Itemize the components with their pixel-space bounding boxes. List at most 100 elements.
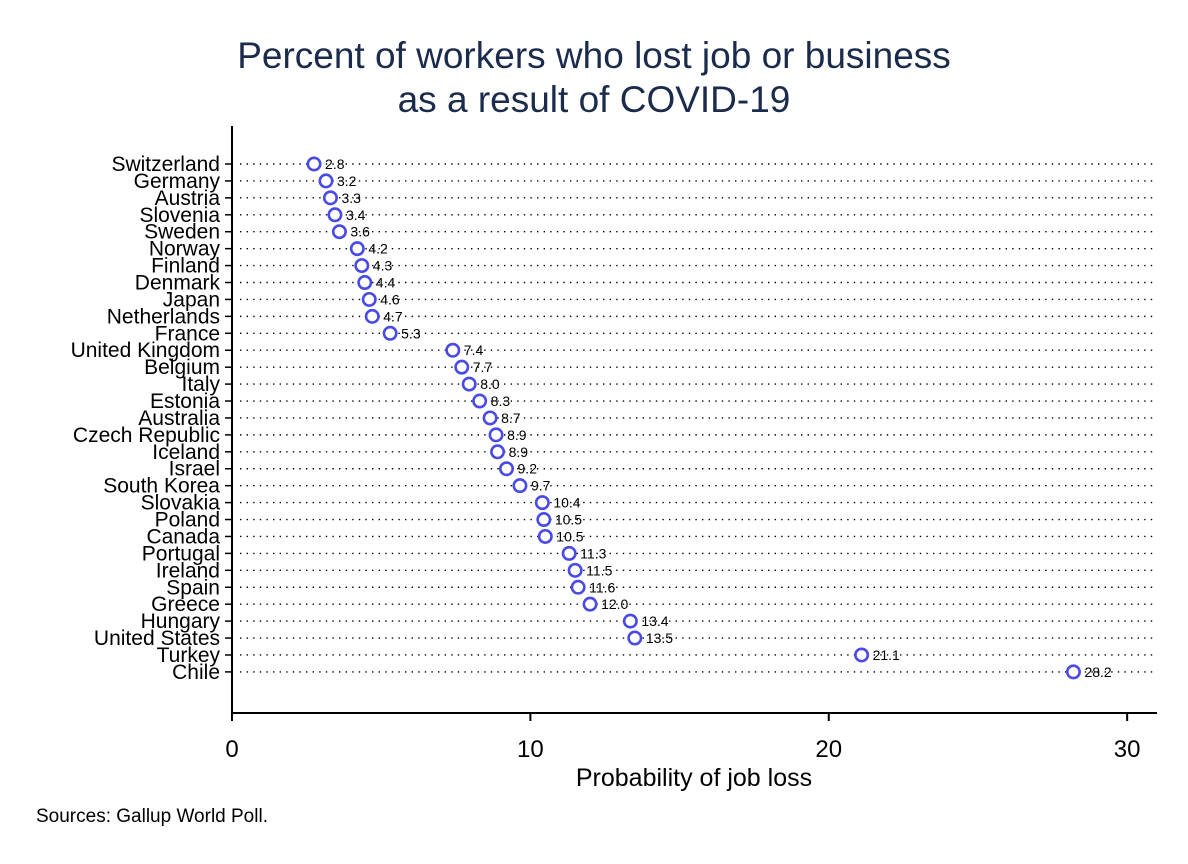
x-tick-label: 0 xyxy=(225,736,238,763)
data-point xyxy=(561,545,577,561)
data-point xyxy=(582,596,598,612)
data-label: 9.7 xyxy=(531,478,551,494)
data-label: 8.0 xyxy=(480,376,500,392)
y-tick-label: Switzerland xyxy=(111,153,220,176)
y-tick-label: Slovenia xyxy=(139,204,220,227)
y-tick-label: Italy xyxy=(181,373,220,396)
y-tick-label: Denmark xyxy=(135,272,221,295)
data-point xyxy=(382,325,398,341)
y-tick-label: Iceland xyxy=(152,441,220,464)
data-label: 8.9 xyxy=(509,444,529,460)
y-tick-label: Austria xyxy=(155,187,221,210)
y-tick-label: Canada xyxy=(146,525,220,548)
data-label: 3.6 xyxy=(350,224,370,240)
x-tick-label: 20 xyxy=(815,736,842,763)
y-tick-label: Germany xyxy=(134,170,221,193)
data-label: 8.7 xyxy=(501,410,521,426)
data-point xyxy=(322,190,338,206)
data-point xyxy=(854,647,870,663)
data-label: 7.7 xyxy=(473,359,493,375)
data-label: 9.2 xyxy=(518,461,538,477)
y-tick-label: Australia xyxy=(138,407,220,430)
data-label: 10.5 xyxy=(555,512,582,528)
data-point xyxy=(364,308,380,324)
data-label: 4.7 xyxy=(383,308,403,324)
data-label: 8.9 xyxy=(507,427,527,443)
data-label: 3.3 xyxy=(341,190,361,206)
data-label: 13.4 xyxy=(641,613,668,629)
data-label: 4.3 xyxy=(373,258,393,274)
data-point xyxy=(567,562,583,578)
data-label: 5.3 xyxy=(401,325,421,341)
y-tick-label: Finland xyxy=(151,255,220,278)
data-label: 4.2 xyxy=(368,241,388,257)
gridlines xyxy=(240,163,1157,673)
data-points xyxy=(306,156,1081,680)
y-tick-label: Spain xyxy=(166,576,220,599)
y-tick-label: Slovakia xyxy=(141,492,221,515)
y-tick-label: Belgium xyxy=(144,356,220,379)
data-point xyxy=(454,359,470,375)
y-tick-label: Czech Republic xyxy=(73,424,220,447)
source-note: Sources: Gallup World Poll. xyxy=(36,806,268,827)
x-tick-label: 30 xyxy=(1114,736,1141,763)
y-tick-label: Norway xyxy=(149,238,221,261)
data-point xyxy=(445,342,461,358)
data-point xyxy=(537,528,553,544)
data-label: 28.2 xyxy=(1084,664,1111,680)
y-tick-label: Greece xyxy=(151,593,220,616)
data-point xyxy=(482,410,498,426)
data-point xyxy=(499,461,515,477)
data-point xyxy=(354,258,370,274)
y-tick-label: Estonia xyxy=(150,390,220,413)
data-label: 11.5 xyxy=(586,562,612,578)
data-point xyxy=(361,291,377,307)
y-tick-label: Hungary xyxy=(141,610,221,633)
title-line-2: as a result of COVID-19 xyxy=(398,79,791,120)
data-label: 13.5 xyxy=(646,630,673,646)
data-label: 2.8 xyxy=(325,156,345,172)
x-axis-ticks: 0 10 20 30 xyxy=(225,713,1141,763)
y-axis-labels: SwitzerlandGermanyAustriaSloveniaSwedenN… xyxy=(71,153,221,684)
data-label: 4.4 xyxy=(376,275,396,291)
data-point xyxy=(512,478,528,494)
data-point xyxy=(627,630,643,646)
data-label: 10.5 xyxy=(556,528,583,544)
y-tick-label: United Kingdom xyxy=(71,339,220,362)
data-point xyxy=(622,613,638,629)
y-tick-label: Chile xyxy=(172,661,220,684)
data-point xyxy=(536,512,552,528)
title-line-1: Percent of workers who lost job or busin… xyxy=(237,35,951,76)
data-label: 12.0 xyxy=(601,596,628,612)
data-point xyxy=(349,241,365,257)
data-point xyxy=(306,156,322,172)
y-tick-label: Turkey xyxy=(157,644,221,667)
x-tick-label: 10 xyxy=(517,736,544,763)
y-tick-label: South Korea xyxy=(103,475,220,498)
data-label: 7.4 xyxy=(464,342,484,358)
y-tick-label: Poland xyxy=(155,509,220,532)
data-point xyxy=(331,224,347,240)
data-point xyxy=(570,579,586,595)
y-tick-label: Sweden xyxy=(144,221,220,244)
data-point xyxy=(1065,664,1081,680)
data-label: 10.4 xyxy=(553,495,580,511)
data-point xyxy=(327,207,343,223)
data-label: 8.3 xyxy=(491,393,511,409)
data-point xyxy=(488,427,504,443)
data-point xyxy=(490,444,506,460)
y-tick-label: Japan xyxy=(163,288,220,311)
data-point xyxy=(318,173,334,189)
y-tick-label: United States xyxy=(94,627,220,650)
y-tick-label: Ireland xyxy=(156,559,220,582)
data-label: 3.4 xyxy=(346,207,366,223)
y-tick-label: France xyxy=(155,322,220,345)
y-tick-label: Israel xyxy=(169,458,220,481)
data-point xyxy=(461,376,477,392)
y-tick-label: Portugal xyxy=(142,542,220,565)
data-label: 11.6 xyxy=(589,579,615,595)
data-label: 3.2 xyxy=(337,173,357,189)
data-labels: 2.83.23.33.43.64.24.34.44.64.75.37.47.78… xyxy=(325,156,1112,680)
chart-title: Percent of workers who lost job or busin… xyxy=(237,35,951,120)
data-label: 4.6 xyxy=(380,291,400,307)
